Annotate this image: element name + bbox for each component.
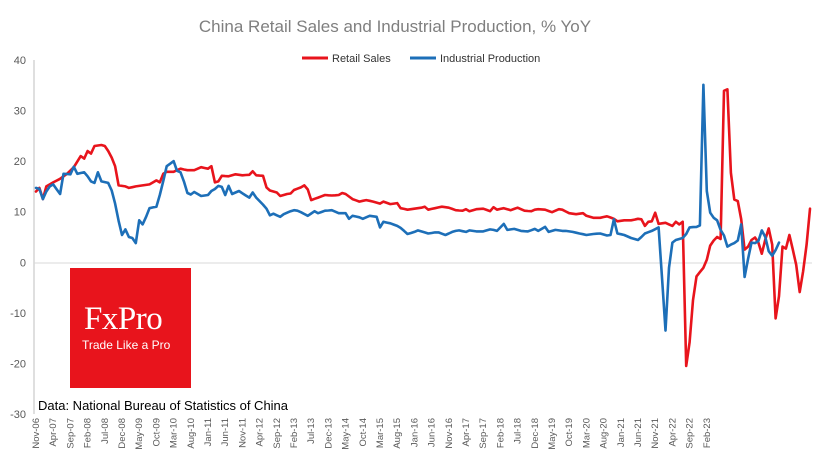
x-tick-label: Oct-14 bbox=[358, 418, 369, 447]
source-note: Data: National Bureau of Statistics of C… bbox=[38, 398, 289, 413]
x-tick-label: Nov-16 bbox=[444, 418, 455, 449]
legend-label-retail-sales: Retail Sales bbox=[332, 53, 391, 65]
x-tick-label: May-14 bbox=[341, 418, 352, 450]
y-tick-label: 20 bbox=[14, 156, 26, 168]
x-tick-label: Aug-10 bbox=[186, 418, 197, 449]
x-tick-label: Sep-07 bbox=[65, 418, 76, 449]
x-tick-label: Jun-21 bbox=[633, 418, 644, 447]
x-tick-label: Dec-13 bbox=[323, 418, 334, 449]
logo-name: FxPro bbox=[84, 301, 163, 337]
y-tick-label: 30 bbox=[14, 106, 26, 118]
x-tick-label: Jan-21 bbox=[616, 418, 627, 447]
x-tick-label: Jan-16 bbox=[409, 418, 420, 447]
y-axis: -30 -20 -10 0 10 20 30 40 bbox=[10, 55, 26, 421]
x-tick-label: Jan-11 bbox=[203, 418, 214, 446]
x-tick-label: Feb-08 bbox=[83, 418, 94, 448]
y-tick-label: 40 bbox=[14, 55, 26, 67]
chart-title: China Retail Sales and Industrial Produc… bbox=[199, 17, 591, 36]
x-tick-label: Sep-17 bbox=[478, 418, 489, 449]
x-tick-label: Aug-20 bbox=[599, 418, 610, 449]
x-tick-label: Jul-18 bbox=[513, 418, 524, 444]
x-tick-label: Jul-13 bbox=[306, 418, 317, 444]
x-tick-label: Dec-18 bbox=[530, 418, 541, 449]
x-tick-label: Jun-16 bbox=[427, 418, 438, 447]
x-tick-label: Nov-21 bbox=[650, 418, 661, 449]
x-tick-label: May-19 bbox=[547, 418, 558, 450]
y-tick-label: -20 bbox=[10, 358, 26, 370]
y-tick-label: -30 bbox=[10, 409, 26, 421]
x-tick-label: Apr-07 bbox=[48, 418, 59, 447]
x-tick-label: Oct-19 bbox=[564, 418, 575, 447]
x-tick-label: Apr-22 bbox=[667, 418, 678, 447]
x-tick-label: Jul-08 bbox=[100, 418, 111, 444]
y-tick-label: 10 bbox=[14, 207, 26, 219]
x-tick-label: Mar-15 bbox=[375, 418, 386, 448]
x-tick-label: Feb-18 bbox=[495, 418, 506, 448]
x-axis: Nov-06 Apr-07 Sep-07 Feb-08 Jul-08 Dec-08 May-… bbox=[31, 418, 713, 450]
x-tick-label: Feb-23 bbox=[702, 418, 713, 448]
x-tick-label: Nov-11 bbox=[237, 418, 248, 448]
series-line-industrial-production bbox=[34, 83, 781, 332]
y-tick-label: -10 bbox=[10, 308, 26, 320]
fxpro-logo: FxPro Trade Like a Pro bbox=[70, 268, 191, 388]
x-tick-label: Jun-11 bbox=[220, 418, 231, 446]
series-layer bbox=[34, 83, 812, 368]
x-tick-label: Dec-08 bbox=[117, 418, 128, 449]
logo-tagline: Trade Like a Pro bbox=[82, 338, 171, 352]
x-tick-label: Oct-09 bbox=[151, 418, 162, 447]
y-tick-label: 0 bbox=[20, 257, 26, 269]
x-tick-label: Aug-15 bbox=[392, 418, 403, 449]
x-tick-label: Nov-06 bbox=[31, 418, 42, 449]
x-tick-label: Sep-22 bbox=[685, 418, 696, 449]
x-tick-label: Mar-10 bbox=[169, 418, 180, 448]
x-tick-label: Apr-12 bbox=[255, 418, 266, 447]
x-tick-label: May-09 bbox=[134, 418, 145, 450]
x-tick-label: Apr-17 bbox=[461, 418, 472, 447]
x-tick-label: Feb-13 bbox=[289, 418, 300, 448]
x-tick-label: Sep-12 bbox=[272, 418, 283, 449]
x-tick-label: Mar-20 bbox=[581, 418, 592, 448]
legend-label-industrial-production: Industrial Production bbox=[440, 53, 540, 65]
legend: Retail Sales Industrial Production bbox=[302, 53, 540, 65]
